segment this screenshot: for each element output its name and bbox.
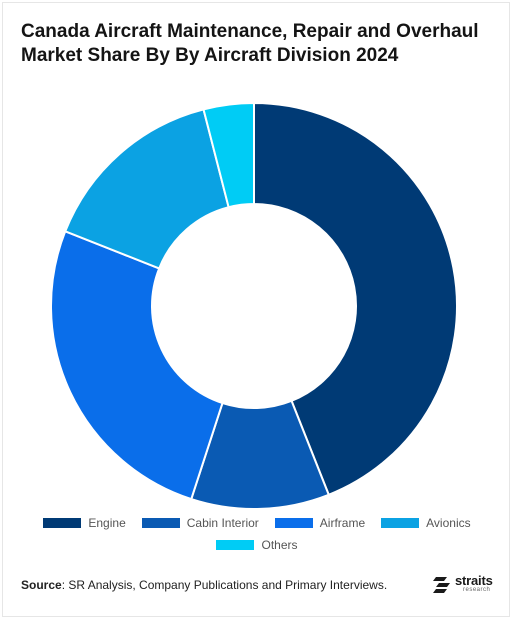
legend-swatch xyxy=(141,518,180,528)
brand-logo: straits research xyxy=(433,573,493,599)
legend-swatch xyxy=(216,540,255,550)
chart-frame xyxy=(2,2,510,617)
source-text: : SR Analysis, Company Publications and … xyxy=(61,578,388,592)
legend-label: Cabin Interior xyxy=(186,516,259,530)
slice-others xyxy=(202,101,255,209)
straits-logo-icon xyxy=(433,577,450,593)
slice-avionics xyxy=(63,108,230,270)
logo-name: straits xyxy=(455,573,493,588)
source-label: Source xyxy=(21,578,62,592)
legend-item-cabin-interior: Cabin Interior xyxy=(141,516,259,530)
slice-engine xyxy=(253,101,458,497)
legend-item-airframe: Airframe xyxy=(274,516,366,530)
legend-swatch xyxy=(43,518,82,528)
legend-label: Engine xyxy=(88,516,126,530)
source-note: Source: SR Analysis, Company Publication… xyxy=(21,578,387,592)
chart-legend: Engine Cabin Interior Airframe Avionics Othe… xyxy=(20,516,494,552)
legend-label: Others xyxy=(261,538,298,552)
legend-item-others: Others xyxy=(216,538,298,552)
legend-label: Avionics xyxy=(426,516,471,530)
chart-title: Canada Aircraft Maintenance, Repair and … xyxy=(21,21,479,66)
legend-item-avionics: Avionics xyxy=(381,516,471,530)
legend-label: Airframe xyxy=(319,516,366,530)
legend-swatch xyxy=(274,518,313,528)
logo-sub: research xyxy=(463,587,491,593)
legend-item-engine: Engine xyxy=(43,516,126,530)
slice-airframe xyxy=(50,229,224,501)
legend-swatch xyxy=(381,518,420,528)
